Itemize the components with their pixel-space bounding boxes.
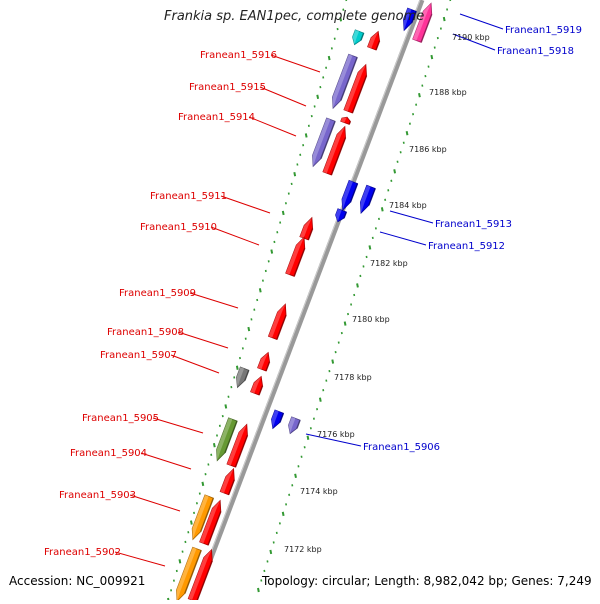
scale-label: 7176 kbp <box>317 430 355 439</box>
right-tick-rail <box>382 207 383 211</box>
label-Franean1_5910[interactable]: Franean1_5910 <box>140 222 217 233</box>
leader-Franean1_5904 <box>141 453 191 469</box>
label-Franean1_5905[interactable]: Franean1_5905 <box>82 413 159 424</box>
label-Franean1_5904[interactable]: Franean1_5904 <box>70 448 147 459</box>
gene-5914-small <box>341 116 352 125</box>
left-tick-rail <box>329 56 330 60</box>
label-Franean1_5906[interactable]: Franean1_5906 <box>363 442 440 453</box>
gene-5907-gray <box>233 367 248 389</box>
right-tick-rail <box>332 360 333 364</box>
left-tick-rail <box>214 443 215 447</box>
gene-5906 <box>269 410 284 430</box>
leader-Franean1_5915 <box>260 87 306 106</box>
left-tick-rail <box>317 95 318 99</box>
label-Franean1_5911[interactable]: Franean1_5911 <box>150 191 227 202</box>
right-tick-rail <box>369 245 370 249</box>
gene-5908 <box>258 351 273 371</box>
left-tick-rail <box>225 404 226 408</box>
scale-label: 7188 kbp <box>429 88 467 97</box>
scale-label: 7184 kbp <box>389 201 427 210</box>
accession-text: Accession: NC_009921 <box>9 574 145 588</box>
label-Franean1_5915[interactable]: Franean1_5915 <box>189 82 266 93</box>
right-tick-rail <box>394 169 395 173</box>
scale-layer: 7172 kbp 7174 kbp 7176 kbp 7178 kbp 7180 kbp… <box>284 33 490 554</box>
label-Franean1_5903[interactable]: Franean1_5903 <box>59 490 136 501</box>
label-Franean1_5918[interactable]: Franean1_5918 <box>497 46 574 57</box>
left-tick-rail <box>283 211 284 215</box>
gene-5911 <box>300 216 316 240</box>
right-tick-rail <box>308 436 309 440</box>
leader-Franean1_5907 <box>171 355 219 373</box>
gene-5909 <box>268 303 289 340</box>
left-tick-rail <box>271 250 272 254</box>
label-Franean1_5908[interactable]: Franean1_5908 <box>107 327 184 338</box>
scale-label: 7178 kbp <box>334 373 372 382</box>
leader-Franean1_5912 <box>380 232 426 245</box>
leader-Franean1_5909 <box>190 293 238 308</box>
leader-Franean1_5903 <box>130 495 180 511</box>
right-tick-rail <box>270 550 271 554</box>
leader-Franean1_5905 <box>153 418 203 433</box>
right-tick-rail <box>444 17 445 21</box>
gene-5907 <box>251 375 266 395</box>
gene-5913b <box>357 185 375 214</box>
right-tick-rail <box>407 131 408 135</box>
leader-Franean1_5911 <box>221 196 270 213</box>
scale-label: 7172 kbp <box>284 545 322 554</box>
label-Franean1_5919[interactable]: Franean1_5919 <box>505 25 582 36</box>
left-tick-rail <box>179 559 180 563</box>
right-tick-rail <box>431 55 432 59</box>
left-tick-rail <box>248 327 249 331</box>
leader-Franean1_5914 <box>249 117 296 136</box>
right-tick-rail <box>357 283 358 287</box>
leader-Franean1_5902 <box>115 552 165 566</box>
leader-Franean1_5916 <box>271 55 320 72</box>
left-tick-rail <box>191 521 192 525</box>
right-tick-rail <box>258 588 259 592</box>
scale-label: 7180 kbp <box>352 315 390 324</box>
map-title: Frankia sp. EAN1pec, complete genome <box>164 9 424 24</box>
left-tick-rail <box>306 133 307 137</box>
scale-label: 7182 kbp <box>370 259 408 268</box>
label-Franean1_5909[interactable]: Franean1_5909 <box>119 288 196 299</box>
left-tick-rail <box>237 366 238 370</box>
scale-label: 7190 kbp <box>452 33 490 42</box>
topology-text: Topology: circular; Length: 8,982,042 bp… <box>262 574 592 588</box>
right-tick-rail <box>419 93 420 97</box>
left-tick-rail <box>294 172 295 176</box>
label-Franean1_5916[interactable]: Franean1_5916 <box>200 50 277 61</box>
right-tick-rail <box>295 474 296 478</box>
gene-red <box>368 30 383 50</box>
label-Franean1_5912[interactable]: Franean1_5912 <box>428 241 505 252</box>
gene-cyan <box>350 30 363 46</box>
label-Franean1_5907[interactable]: Franean1_5907 <box>100 350 177 361</box>
gene-5906b <box>286 417 300 435</box>
leader-Franean1_5919 <box>460 14 503 29</box>
leader-Franean1_5910 <box>211 227 259 245</box>
right-tick-rail <box>320 398 321 402</box>
gene-5910 <box>286 236 309 277</box>
right-tick-rail <box>283 512 284 516</box>
scale-label: 7174 kbp <box>300 487 338 496</box>
label-Franean1_5914[interactable]: Franean1_5914 <box>178 112 255 123</box>
scale-label: 7186 kbp <box>409 145 447 154</box>
right-tick-rail <box>345 322 346 326</box>
label-Franean1_5902[interactable]: Franean1_5902 <box>44 547 121 558</box>
leader-Franean1_5908 <box>178 332 228 348</box>
left-tick-rail <box>260 288 261 292</box>
left-tick-rail <box>202 482 203 486</box>
leader-Franean1_5913 <box>390 211 433 223</box>
label-Franean1_5913[interactable]: Franean1_5913 <box>435 219 512 230</box>
